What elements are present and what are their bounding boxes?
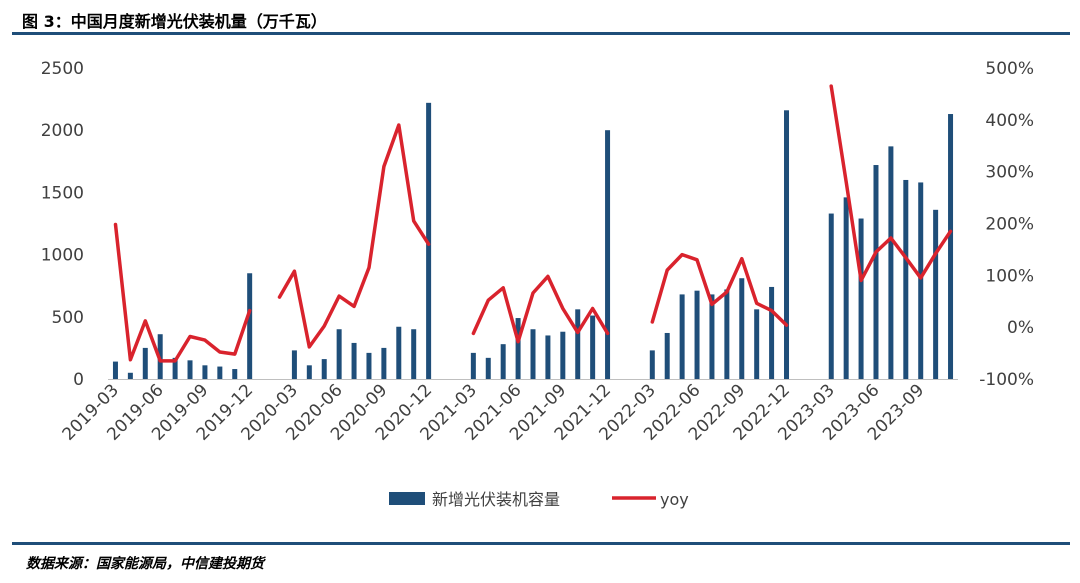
yoy-line-segment bbox=[113, 222, 252, 363]
bar-new-pv-capacity bbox=[500, 344, 506, 379]
legend-line-label: yoy bbox=[660, 490, 689, 509]
bar-new-pv-capacity bbox=[306, 365, 312, 379]
y-right-tick-label: 300% bbox=[985, 163, 1034, 183]
bar-new-pv-capacity bbox=[127, 372, 133, 379]
y-right-tick-label: 200% bbox=[985, 215, 1034, 235]
yoy-line-segment bbox=[650, 252, 789, 327]
y-left-tick-label: 0 bbox=[73, 370, 84, 390]
top-divider bbox=[12, 32, 1070, 35]
axes-layer: 0 500 1000 1500 2000 2500 -100% 0% 100% 200% 300% 4… bbox=[41, 59, 1034, 445]
yoy-line-segment bbox=[471, 274, 610, 344]
y-left-tick-label: 2500 bbox=[41, 59, 84, 79]
bar-new-pv-capacity bbox=[336, 329, 342, 379]
bar-new-pv-capacity bbox=[291, 350, 297, 379]
bar-new-pv-capacity bbox=[202, 365, 208, 379]
bar-new-pv-capacity bbox=[873, 165, 879, 379]
bar-new-pv-capacity bbox=[470, 352, 476, 379]
bar-new-pv-capacity bbox=[888, 146, 894, 379]
legend-bar-label: 新增光伏装机容量 bbox=[432, 490, 560, 509]
y-right-tick-label: 0% bbox=[1007, 318, 1034, 338]
bar-new-pv-capacity bbox=[679, 294, 685, 379]
bar-new-pv-capacity bbox=[754, 309, 760, 379]
bar-new-pv-capacity bbox=[649, 350, 655, 379]
figure-title: 图 3：中国月度新增光伏装机量（万千瓦） bbox=[22, 12, 327, 31]
bar-new-pv-capacity bbox=[784, 110, 790, 380]
bar-new-pv-capacity bbox=[232, 369, 238, 379]
bar-new-pv-capacity bbox=[560, 331, 566, 379]
bar-new-pv-capacity bbox=[172, 357, 178, 379]
y-left-tick-label: 2000 bbox=[41, 121, 84, 141]
bar-new-pv-capacity bbox=[590, 315, 596, 379]
bar-new-pv-capacity bbox=[948, 114, 954, 379]
bar-new-pv-capacity bbox=[530, 329, 536, 379]
bar-new-pv-capacity bbox=[381, 347, 387, 379]
bar-new-pv-capacity bbox=[426, 102, 432, 379]
bar-new-pv-capacity bbox=[515, 318, 521, 379]
bottom-divider bbox=[12, 542, 1070, 545]
bar-new-pv-capacity bbox=[605, 130, 611, 379]
bar-new-pv-capacity bbox=[858, 218, 864, 379]
y-right-tick-label: 500% bbox=[985, 59, 1034, 79]
y-right-tick-label: 400% bbox=[985, 111, 1034, 131]
bar-new-pv-capacity bbox=[411, 329, 417, 379]
bar-new-pv-capacity bbox=[828, 213, 834, 379]
bar-new-pv-capacity bbox=[843, 197, 849, 379]
bar-new-pv-capacity bbox=[694, 290, 700, 379]
y-left-tick-label: 500 bbox=[52, 308, 84, 328]
y-right-tick-label: -100% bbox=[979, 370, 1034, 390]
bars-layer bbox=[112, 102, 954, 380]
yoy-line-segment bbox=[277, 123, 431, 349]
bar-new-pv-capacity bbox=[485, 357, 491, 379]
bar-new-pv-capacity bbox=[918, 182, 924, 379]
data-source-note: 数据来源：国家能源局，中信建投期货 bbox=[26, 556, 264, 572]
bar-new-pv-capacity bbox=[575, 309, 581, 379]
bar-new-pv-capacity bbox=[664, 332, 670, 379]
yoy-line-segment bbox=[829, 84, 953, 283]
bar-new-pv-capacity bbox=[769, 286, 775, 379]
bar-new-pv-capacity bbox=[545, 335, 551, 379]
bar-new-pv-capacity bbox=[739, 278, 745, 379]
bar-new-pv-capacity bbox=[217, 366, 223, 379]
bar-new-pv-capacity bbox=[903, 179, 909, 379]
bar-new-pv-capacity bbox=[187, 360, 193, 379]
bar-new-pv-capacity bbox=[321, 359, 327, 379]
bar-new-pv-capacity bbox=[724, 289, 730, 379]
bar-new-pv-capacity bbox=[933, 209, 939, 379]
legend-bar-swatch bbox=[389, 492, 425, 505]
y-right-tick-label: 100% bbox=[985, 266, 1034, 286]
line-layer bbox=[113, 84, 953, 363]
bar-new-pv-capacity bbox=[366, 352, 372, 379]
bar-new-pv-capacity bbox=[351, 342, 357, 379]
bar-new-pv-capacity bbox=[709, 294, 715, 379]
y-left-tick-label: 1500 bbox=[41, 183, 84, 203]
y-left-tick-label: 1000 bbox=[41, 246, 84, 266]
bar-new-pv-capacity bbox=[396, 326, 402, 379]
legend: 新增光伏装机容量 yoy bbox=[389, 490, 689, 509]
bar-new-pv-capacity bbox=[112, 361, 118, 379]
bar-new-pv-capacity bbox=[247, 273, 253, 379]
bar-new-pv-capacity bbox=[142, 347, 148, 379]
